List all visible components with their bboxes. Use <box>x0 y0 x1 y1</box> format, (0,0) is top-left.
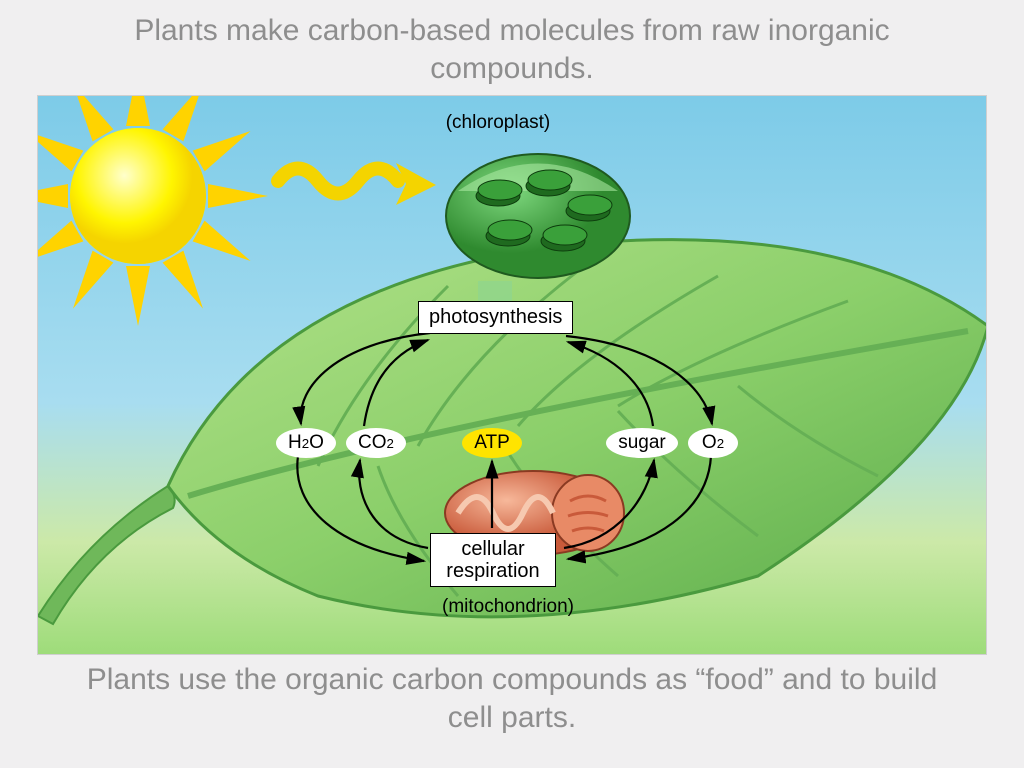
diagram-canvas: (chloroplast) (mitochondrion) photosynth… <box>37 95 987 655</box>
atp-oval: ATP <box>462 428 522 458</box>
o2-oval: O2 <box>688 428 738 458</box>
co2-2: 2 <box>387 436 394 451</box>
h2o-2: 2 <box>302 436 309 451</box>
cellular-respiration-box: cellular respiration <box>430 533 556 587</box>
sugar-oval: sugar <box>606 428 678 458</box>
o2-2: 2 <box>717 436 724 451</box>
h2o-h: H <box>288 432 302 454</box>
photosynthesis-box: photosynthesis <box>418 301 573 334</box>
o2-o: O <box>702 432 717 454</box>
chloroplast-caption: (chloroplast) <box>433 112 563 134</box>
respiration-line1: cellular <box>461 538 524 560</box>
title-top: Plants make carbon-based molecules from … <box>0 0 1024 95</box>
title-bottom: Plants use the organic carbon compounds … <box>0 655 1024 744</box>
respiration-line2: respiration <box>446 560 539 582</box>
co2-co: CO <box>358 432 387 454</box>
mitochondrion-caption: (mitochondrion) <box>428 596 588 618</box>
h2o-o: O <box>309 432 324 454</box>
chloroplast-icon <box>438 136 638 286</box>
h2o-oval: H2O <box>276 428 336 458</box>
co2-oval: CO2 <box>346 428 406 458</box>
